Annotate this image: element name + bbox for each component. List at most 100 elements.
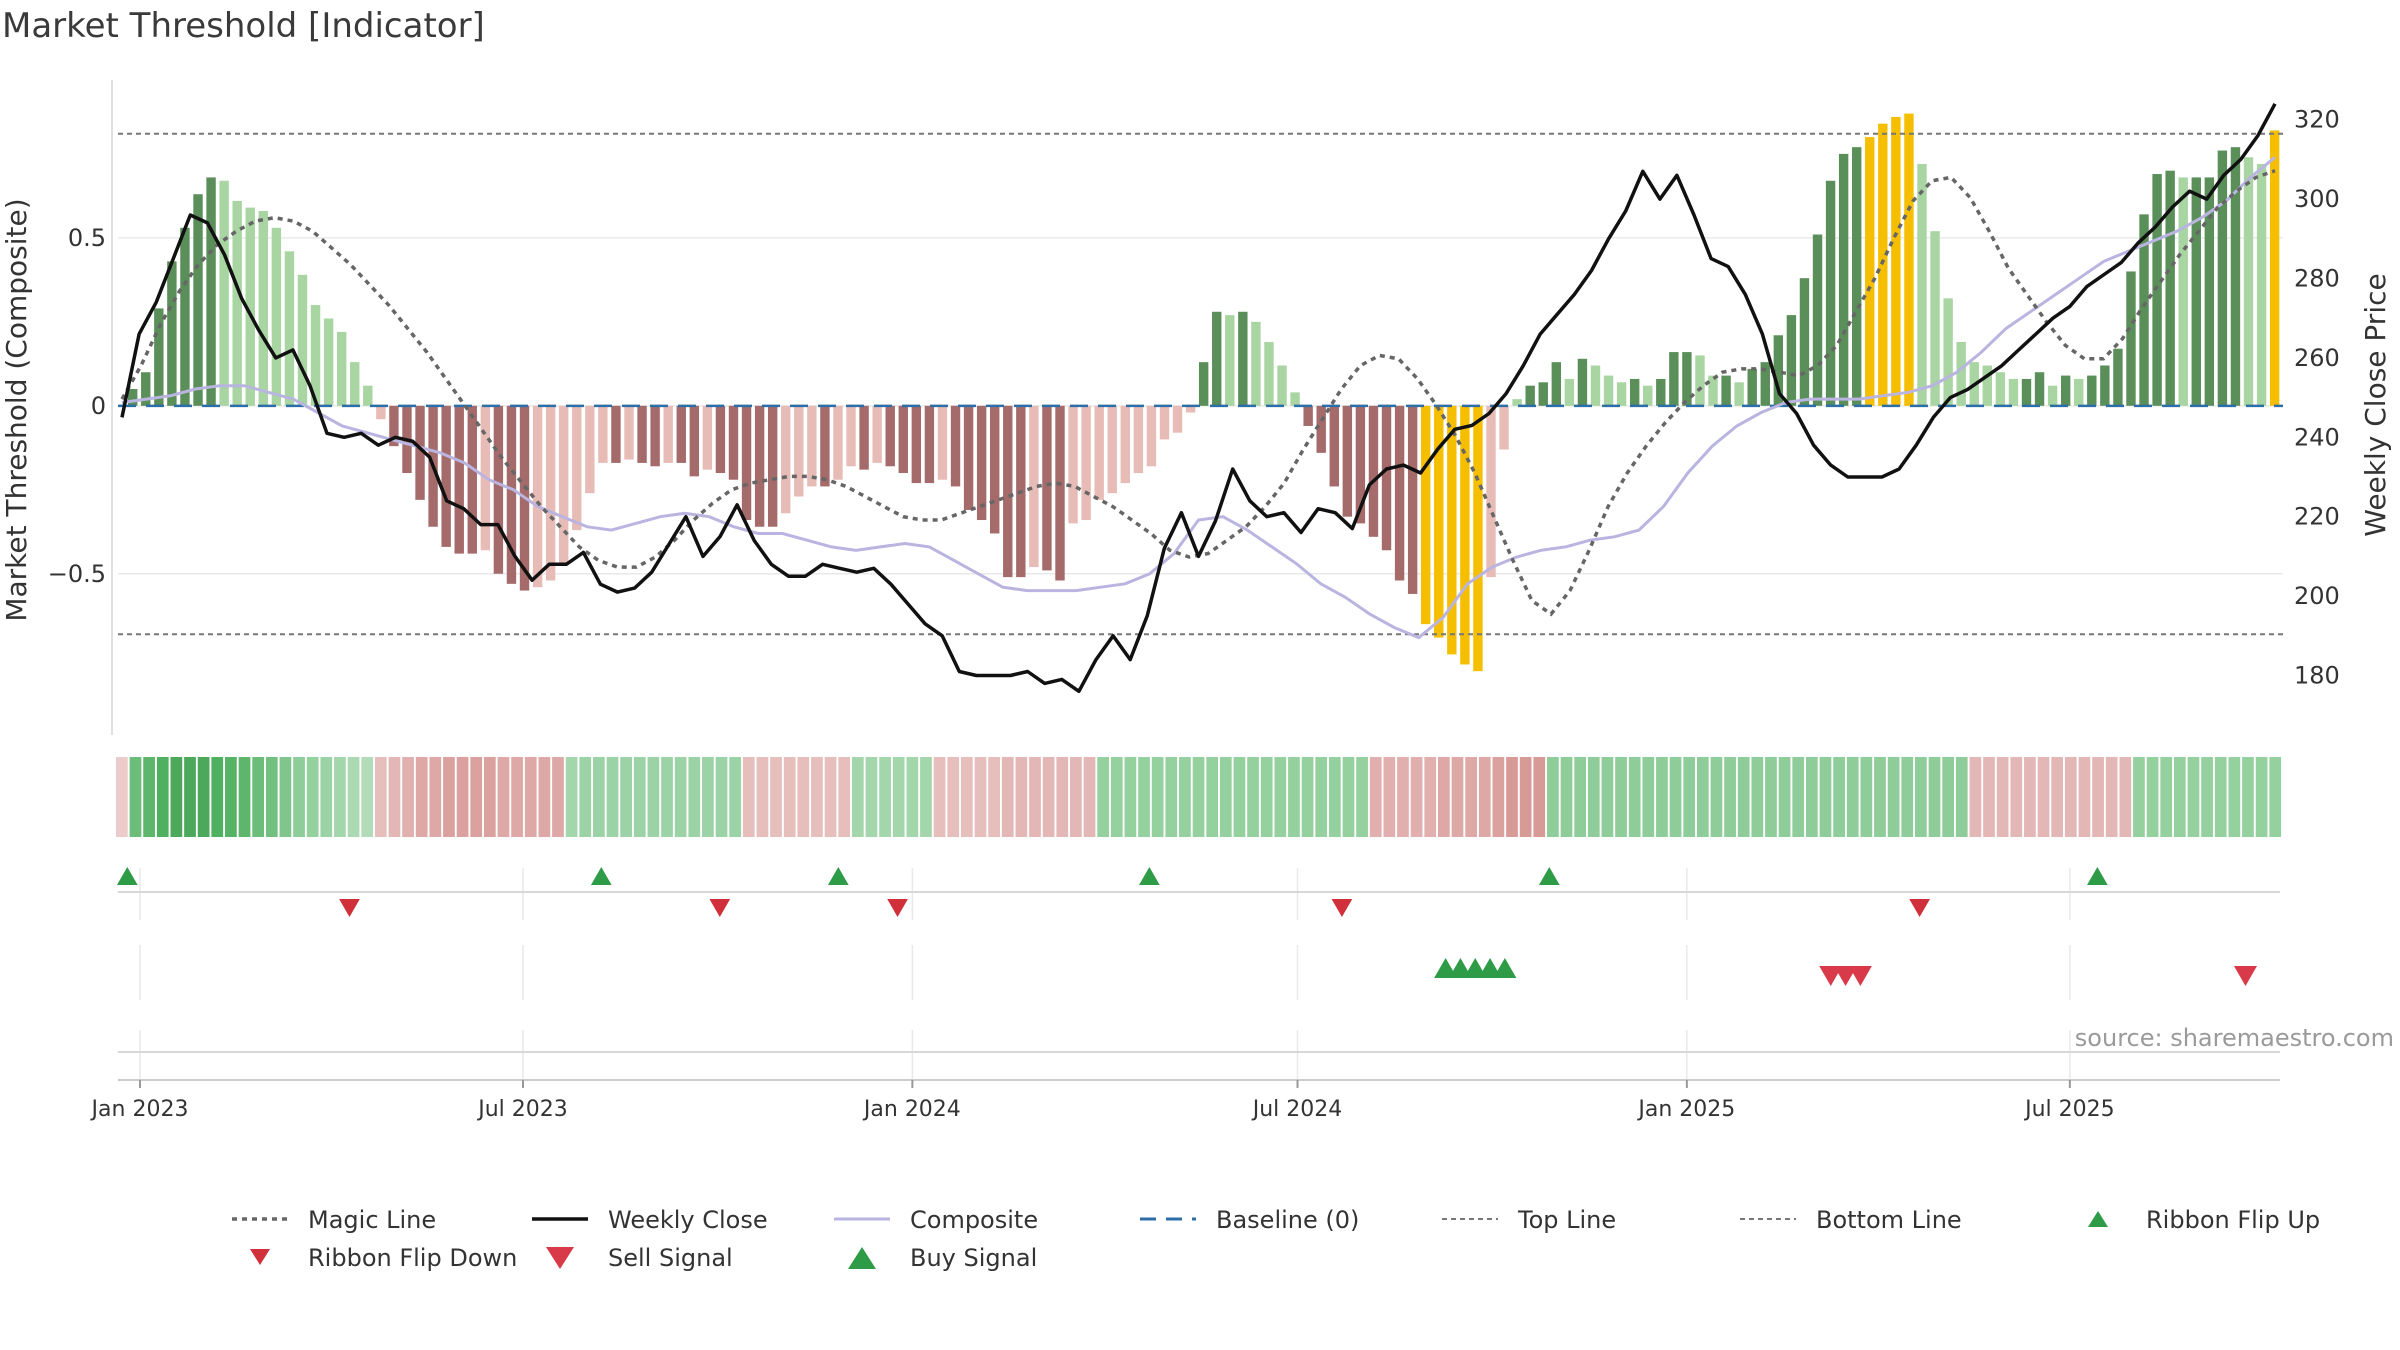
- composite-bar: [1564, 378, 1575, 406]
- ribbon-cell: [1887, 757, 1900, 837]
- composite-bar: [232, 200, 242, 406]
- ribbon-flip-down-marker: [709, 899, 731, 917]
- ribbon-cell: [388, 757, 401, 837]
- ribbon-cell: [2133, 757, 2145, 837]
- composite-bar: [1029, 405, 1039, 568]
- composite-bar: [911, 405, 922, 484]
- legend-item-flip-up: Ribbon Flip Up: [2068, 1200, 2320, 1240]
- composite-bar: [2256, 163, 2267, 406]
- composite-bar: [2034, 372, 2045, 406]
- ribbon-cell: [1547, 757, 1559, 837]
- ribbon-cell: [1301, 757, 1314, 837]
- ribbon-cell: [797, 757, 810, 837]
- ribbon-cell: [920, 757, 932, 837]
- composite-bar: [310, 305, 321, 406]
- legend-label: Buy Signal: [910, 1244, 1038, 1272]
- y-axis-right-label: Weekly Close Price: [2359, 273, 2392, 536]
- ribbon-cell: [470, 757, 483, 837]
- ribbon-cell: [1642, 757, 1655, 837]
- composite-bar: [284, 251, 295, 406]
- ribbon-cell: [1560, 757, 1573, 837]
- ribbon-cell: [1192, 757, 1205, 837]
- ribbon-cell: [1247, 757, 1259, 837]
- ribbon-flip-down-marker: [1331, 899, 1353, 917]
- composite-bar: [624, 405, 634, 460]
- composite-bar: [2060, 375, 2071, 406]
- composite-bar: [1799, 278, 1810, 406]
- ribbon-cell: [1833, 757, 1845, 837]
- composite-bar: [1198, 362, 1209, 406]
- ribbon-cell: [2160, 757, 2173, 837]
- composite-bar: [1682, 352, 1692, 406]
- composite-bar: [1303, 405, 1313, 426]
- ribbon-flip-down-marker: [887, 899, 908, 917]
- ribbon-cell: [293, 757, 305, 837]
- ribbon-cell: [933, 757, 946, 837]
- composite-bar: [1081, 405, 1091, 521]
- ribbon-cell: [1915, 757, 1927, 837]
- legend-item-magic: Magic Line: [230, 1200, 436, 1240]
- composite-bar: [1943, 298, 1953, 406]
- ribbon-cell: [1097, 757, 1110, 837]
- ribbon-flip-up-marker: [1139, 867, 1160, 885]
- ribbon-cell: [1070, 757, 1082, 837]
- ribbon-cell: [1465, 757, 1477, 837]
- composite-bar: [1251, 321, 1261, 406]
- ribbon-cell: [1288, 757, 1300, 837]
- ribbon-cell: [2269, 757, 2282, 837]
- composite-bar: [219, 180, 229, 406]
- ribbon-cell: [1969, 757, 1982, 837]
- right-tick-label: 180: [2294, 661, 2340, 689]
- ribbon-cell: [347, 757, 360, 837]
- legend-swatch-magic: [232, 1217, 288, 1221]
- ribbon-cell: [2146, 757, 2159, 837]
- composite-bar: [336, 331, 347, 406]
- ribbon-cell: [1656, 757, 1668, 837]
- composite-bar: [1590, 365, 1601, 406]
- buy-signal-marker: [1463, 958, 1487, 978]
- composite-bar: [1107, 405, 1117, 494]
- composite-bar: [1812, 234, 1823, 406]
- ribbon-cell: [1042, 757, 1055, 837]
- composite-bar: [1238, 311, 1248, 406]
- composite-bar: [1538, 382, 1548, 406]
- composite-bar: [1055, 405, 1065, 581]
- ribbon-cell: [1478, 757, 1491, 837]
- composite-bar: [1930, 231, 1940, 406]
- composite-bar: [167, 261, 177, 406]
- ribbon-cell: [1860, 757, 1873, 837]
- composite-bar: [754, 405, 765, 527]
- composite-bar: [1381, 405, 1392, 551]
- ribbon-cell: [1206, 757, 1219, 837]
- legend-item-top: Top Line: [1440, 1200, 1616, 1240]
- ribbon-cell: [947, 757, 960, 837]
- ribbon-cell: [1533, 757, 1546, 837]
- composite-bar: [950, 405, 961, 487]
- ribbon-cell: [1765, 757, 1777, 837]
- ribbon-cell: [2037, 757, 2050, 837]
- ribbon-flip-up-marker: [590, 867, 612, 885]
- legend-label: Composite: [910, 1206, 1039, 1234]
- composite-bar: [441, 405, 451, 547]
- legend-item-sell: Sell Signal: [530, 1238, 733, 1278]
- ribbon-cell: [443, 757, 455, 837]
- composite-bar: [1577, 358, 1588, 406]
- composite-bar: [389, 405, 399, 447]
- composite-bar: [454, 405, 464, 554]
- legend: Magic Line Weekly Close Composite Baseline …: [230, 1200, 2360, 1290]
- right-tick-label: 300: [2294, 185, 2340, 213]
- composite-bar: [206, 177, 216, 406]
- axes: 0.5 0 −0.5 320 300 280 260 240 220 200 180 Market T…: [0, 80, 2392, 1122]
- composite-bar: [846, 405, 856, 467]
- composite-bar: [1172, 405, 1183, 433]
- ribbon-cell: [116, 757, 128, 837]
- composite-bar: [1342, 405, 1353, 517]
- ribbon-cell: [1233, 757, 1246, 837]
- composite-bar: [141, 372, 151, 406]
- ribbon-cell: [1179, 757, 1191, 837]
- ribbon-cell: [1274, 757, 1287, 837]
- composite-bar: [1734, 382, 1744, 406]
- composite-bar: [689, 405, 700, 477]
- ribbon-cell: [729, 757, 742, 837]
- x-tick-label: Jul 2023: [476, 1097, 568, 1122]
